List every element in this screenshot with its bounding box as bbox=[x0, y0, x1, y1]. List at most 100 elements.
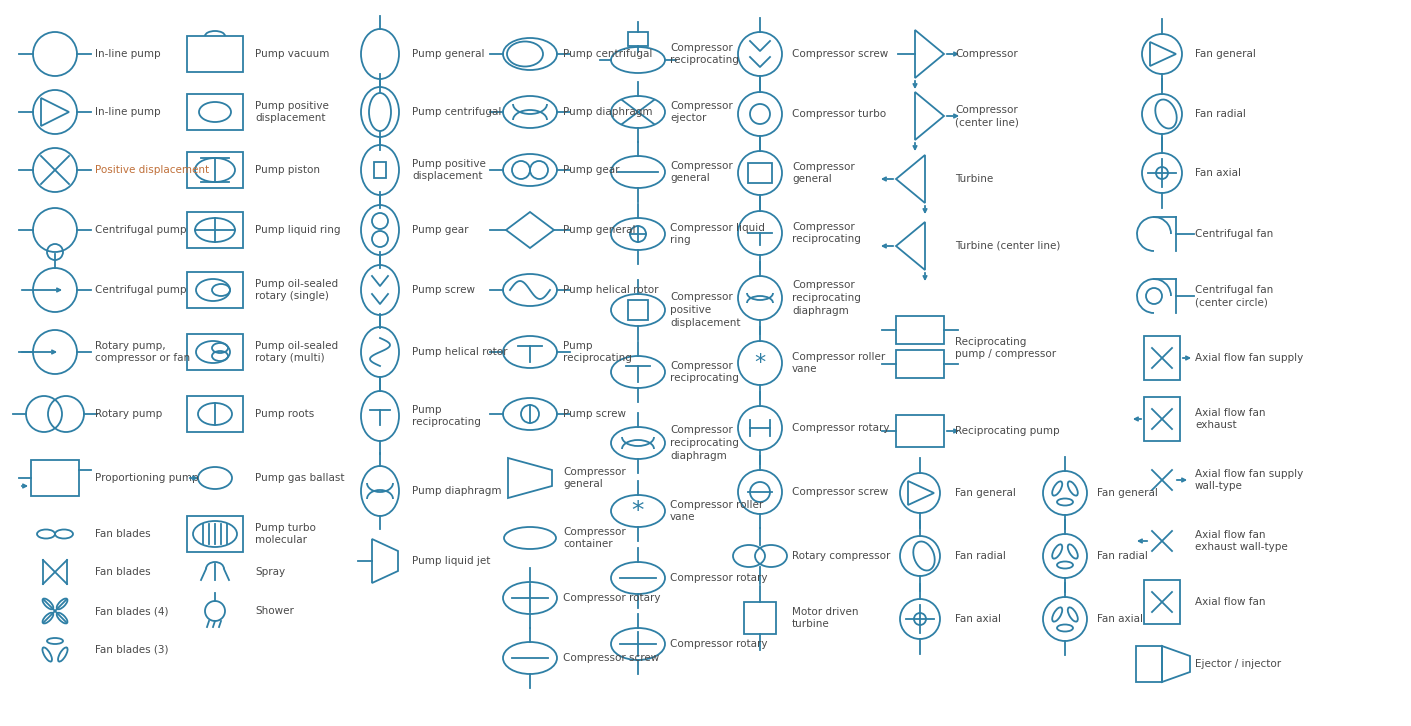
Text: Compressor
reciprocating
diaphragm: Compressor reciprocating diaphragm bbox=[792, 280, 861, 316]
Text: Fan axial: Fan axial bbox=[1195, 168, 1242, 178]
Text: Compressor
reciprocating: Compressor reciprocating bbox=[670, 43, 739, 65]
Text: Compressor screw: Compressor screw bbox=[792, 487, 889, 497]
Text: Fan general: Fan general bbox=[955, 488, 1016, 498]
Bar bbox=[744, 602, 776, 634]
Bar bbox=[188, 334, 243, 370]
Text: Pump
reciprocating: Pump reciprocating bbox=[412, 404, 481, 428]
Bar bbox=[188, 94, 243, 130]
Bar bbox=[628, 32, 648, 46]
Text: Compressor
general: Compressor general bbox=[792, 162, 855, 184]
Text: *: * bbox=[755, 353, 766, 373]
Text: Pump gas ballast: Pump gas ballast bbox=[255, 473, 344, 483]
Text: Pump oil-sealed
rotary (multi): Pump oil-sealed rotary (multi) bbox=[255, 340, 339, 364]
Text: Compressor
reciprocating: Compressor reciprocating bbox=[670, 361, 739, 383]
Bar bbox=[188, 516, 243, 552]
Text: Compressor
reciprocating
diaphragm: Compressor reciprocating diaphragm bbox=[670, 425, 739, 461]
Text: Compressor
ejector: Compressor ejector bbox=[670, 101, 732, 123]
Text: Pump helical rotor: Pump helical rotor bbox=[412, 347, 508, 357]
Bar bbox=[1144, 580, 1180, 624]
Text: Motor driven
turbine: Motor driven turbine bbox=[792, 607, 858, 629]
Text: Fan general: Fan general bbox=[1195, 49, 1256, 59]
Text: Compressor turbo: Compressor turbo bbox=[792, 109, 886, 119]
Text: Centrifugal pump: Centrifugal pump bbox=[95, 285, 186, 295]
Text: Centrifugal pump: Centrifugal pump bbox=[95, 225, 186, 235]
Bar bbox=[1136, 646, 1163, 682]
Text: Shower: Shower bbox=[255, 606, 293, 616]
Text: Axial flow fan supply: Axial flow fan supply bbox=[1195, 353, 1304, 363]
Text: Positive displacement: Positive displacement bbox=[95, 165, 209, 175]
Bar bbox=[188, 212, 243, 248]
Text: Pump
reciprocating: Pump reciprocating bbox=[563, 340, 632, 364]
Text: Fan blades (3): Fan blades (3) bbox=[95, 645, 168, 655]
Text: Pump roots: Pump roots bbox=[255, 409, 315, 419]
Bar bbox=[374, 162, 387, 178]
Bar bbox=[188, 272, 243, 308]
Text: Compressor
positive
displacement: Compressor positive displacement bbox=[670, 292, 741, 328]
Text: Compressor rotary: Compressor rotary bbox=[670, 639, 768, 649]
Text: Compressor
container: Compressor container bbox=[563, 526, 625, 550]
Text: Pump diaphragm: Pump diaphragm bbox=[563, 107, 652, 117]
Text: Fan blades (4): Fan blades (4) bbox=[95, 606, 168, 616]
Text: Compressor roller
vane: Compressor roller vane bbox=[670, 499, 763, 523]
Bar bbox=[31, 460, 79, 496]
Text: Fan axial: Fan axial bbox=[955, 614, 1000, 624]
Text: Centrifugal fan
(center circle): Centrifugal fan (center circle) bbox=[1195, 285, 1273, 307]
Text: In-line pump: In-line pump bbox=[95, 107, 161, 117]
Text: Axial flow fan supply
wall-type: Axial flow fan supply wall-type bbox=[1195, 468, 1304, 492]
Text: Pump piston: Pump piston bbox=[255, 165, 320, 175]
Text: Pump liquid jet: Pump liquid jet bbox=[412, 556, 491, 566]
Text: Compressor: Compressor bbox=[955, 49, 1017, 59]
Text: Pump helical rotor: Pump helical rotor bbox=[563, 285, 659, 295]
Text: Pump vacuum: Pump vacuum bbox=[255, 49, 329, 59]
Bar bbox=[1144, 397, 1180, 441]
Bar bbox=[748, 163, 772, 183]
Text: Fan radial: Fan radial bbox=[1096, 551, 1149, 561]
Text: Axial flow fan
exhaust wall-type: Axial flow fan exhaust wall-type bbox=[1195, 529, 1288, 552]
Text: Pump diaphragm: Pump diaphragm bbox=[412, 486, 501, 496]
Bar bbox=[188, 36, 243, 72]
Text: Compressor
general: Compressor general bbox=[670, 160, 732, 184]
Text: Turbine: Turbine bbox=[955, 174, 993, 184]
Text: Fan radial: Fan radial bbox=[1195, 109, 1246, 119]
Text: Rotary pump: Rotary pump bbox=[95, 409, 162, 419]
Text: Spray: Spray bbox=[255, 567, 285, 577]
Bar bbox=[188, 396, 243, 432]
Text: Pump screw: Pump screw bbox=[412, 285, 476, 295]
Text: Pump general: Pump general bbox=[563, 225, 635, 235]
Text: Axial flow fan
exhaust: Axial flow fan exhaust bbox=[1195, 407, 1266, 431]
Bar bbox=[1144, 336, 1180, 380]
Text: In-line pump: In-line pump bbox=[95, 49, 161, 59]
Text: Compressor rotary: Compressor rotary bbox=[792, 423, 889, 433]
Text: Compressor roller
vane: Compressor roller vane bbox=[792, 351, 885, 375]
Text: Pump gear: Pump gear bbox=[563, 165, 619, 175]
Bar bbox=[896, 415, 944, 447]
Text: Ejector / injector: Ejector / injector bbox=[1195, 659, 1281, 669]
Text: Fan general: Fan general bbox=[1096, 488, 1158, 498]
Text: Pump gear: Pump gear bbox=[412, 225, 468, 235]
Text: Fan blades: Fan blades bbox=[95, 529, 151, 539]
Text: Pump liquid ring: Pump liquid ring bbox=[255, 225, 340, 235]
Text: Turbine (center line): Turbine (center line) bbox=[955, 241, 1061, 251]
Text: Pump screw: Pump screw bbox=[563, 409, 626, 419]
Text: Pump general: Pump general bbox=[412, 49, 484, 59]
Text: *: * bbox=[632, 499, 645, 523]
Text: Compressor
(center line): Compressor (center line) bbox=[955, 105, 1019, 127]
Text: Pump oil-sealed
rotary (single): Pump oil-sealed rotary (single) bbox=[255, 279, 339, 301]
Bar bbox=[188, 152, 243, 188]
Bar bbox=[628, 300, 648, 320]
Text: Proportioning pump: Proportioning pump bbox=[95, 473, 199, 483]
Bar bbox=[896, 316, 944, 344]
Text: Pump centrifugal: Pump centrifugal bbox=[412, 107, 501, 117]
Text: Compressor screw: Compressor screw bbox=[792, 49, 889, 59]
Text: Fan blades: Fan blades bbox=[95, 567, 151, 577]
Text: Reciprocating
pump / compressor: Reciprocating pump / compressor bbox=[955, 337, 1055, 359]
Text: Fan radial: Fan radial bbox=[955, 551, 1006, 561]
Text: Pump centrifugal: Pump centrifugal bbox=[563, 49, 652, 59]
Bar bbox=[896, 350, 944, 378]
Text: Fan axial: Fan axial bbox=[1096, 614, 1143, 624]
Text: Compressor
general: Compressor general bbox=[563, 467, 625, 489]
Text: Pump positive
displacement: Pump positive displacement bbox=[412, 158, 485, 182]
Text: Rotary compressor: Rotary compressor bbox=[792, 551, 890, 561]
Text: Pump positive
displacement: Pump positive displacement bbox=[255, 101, 329, 123]
Text: Compressor liquid
ring: Compressor liquid ring bbox=[670, 223, 765, 245]
